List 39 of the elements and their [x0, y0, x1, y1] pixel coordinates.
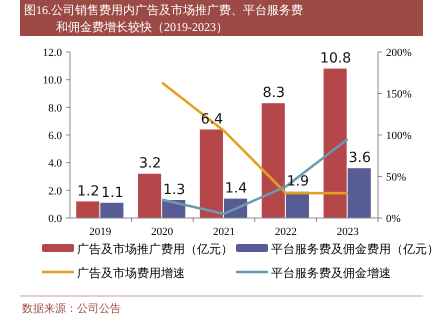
legend-label: 广告及市场推广费用（亿元） [77, 242, 233, 256]
bar [262, 103, 285, 218]
legend-label: 平台服务费及佣金费用（亿元） [271, 242, 433, 256]
x-tick-label: 2023 [336, 226, 360, 238]
y2-tick-label: 100% [386, 130, 412, 142]
y-tick-label: 8.0 [48, 102, 62, 114]
x-tick-label: 2021 [213, 226, 235, 238]
bar [100, 202, 124, 218]
y-tick-label: 6.0 [48, 130, 62, 142]
y-tick-label: 2.0 [48, 185, 62, 198]
chart-title: 图16.公司销售费用内广告及市场推广费、平台服务费和佣金费增长较快（2019-2023） [24, 3, 303, 34]
line-series [160, 138, 349, 216]
legend-label: 平台服务费及佣金增速 [271, 266, 391, 280]
data-label: 1.1 [101, 184, 124, 201]
data-label: 1.2 [77, 183, 100, 200]
bar [348, 168, 371, 218]
bar [200, 129, 223, 218]
bar [138, 174, 162, 218]
y-tick-label: 0.0 [48, 213, 62, 225]
source-note: 数据来源：公司公告 [22, 302, 121, 315]
y-tick-label: 12.0 [42, 47, 62, 59]
data-label: 1.4 [224, 180, 248, 197]
x-tick-label: 2020 [151, 226, 174, 238]
bar [76, 201, 100, 218]
y2-tick-label: 0% [386, 213, 401, 225]
y2-tick-label: 200% [386, 47, 412, 59]
y-tick-label: 4.0 [48, 158, 62, 170]
y2-tick-label: 50% [386, 172, 406, 184]
x-tick-label: 2019 [89, 226, 112, 238]
legend-label: 广告及市场费用增速 [77, 266, 185, 280]
data-label: 1.3 [163, 182, 186, 198]
x-tick-label: 2022 [274, 226, 297, 238]
y-tick-label: 10.0 [42, 74, 62, 87]
y2-tick-label: 150% [386, 88, 412, 100]
bar [324, 68, 347, 218]
data-label: 3.2 [138, 156, 162, 172]
data-label: 3.6 [348, 150, 371, 166]
data-label: 8.3 [262, 85, 285, 102]
data-label: 10.8 [320, 50, 352, 67]
